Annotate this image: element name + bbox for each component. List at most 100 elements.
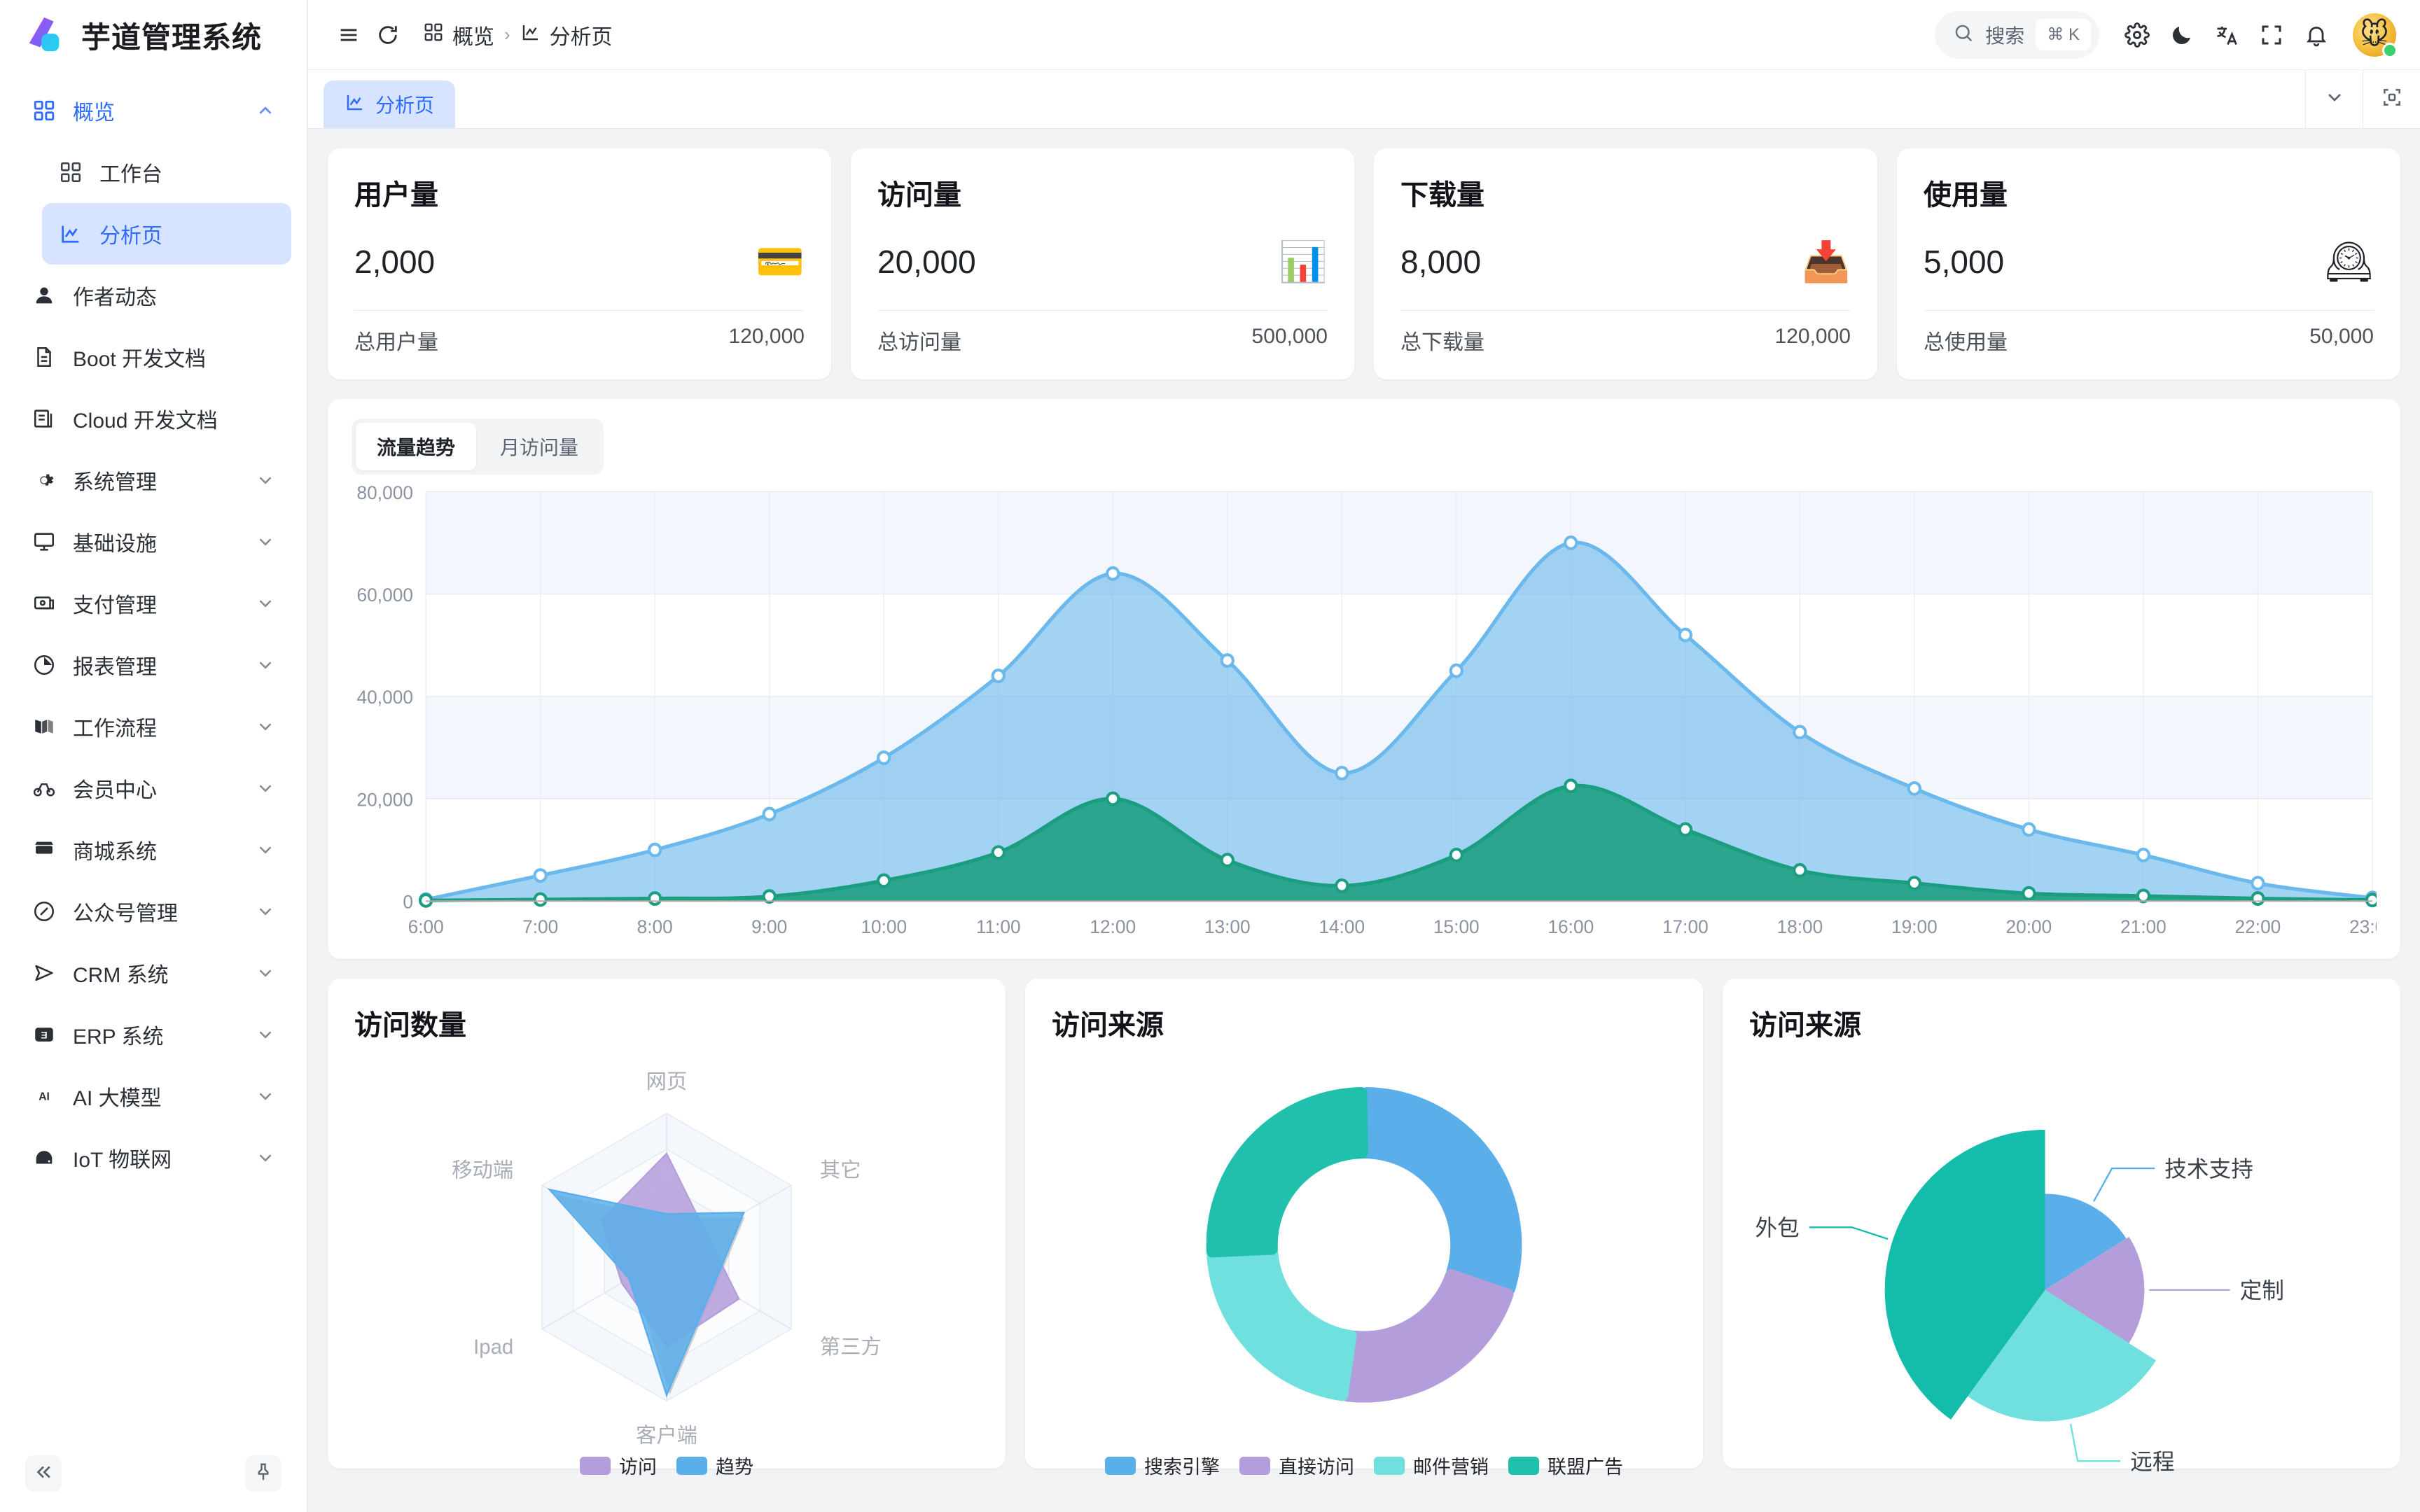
panel-title: 访问数量 [354,1010,466,1041]
stat-value: 2,000 [354,243,436,280]
tabbar-maximize-button[interactable] [2363,69,2420,128]
svg-text:23:00: 23:00 [2349,916,2377,937]
donut-legend: 搜索引擎 直接访问 邮件营销 联盟广告 [1052,1448,1676,1479]
search-input[interactable]: 搜索 ⌘ K [1935,10,2099,59]
sidebar-item-workbench[interactable]: 工作台 [42,141,291,203]
brand-title: 芋道管理系统 [81,20,263,54]
sidebar-collapse-button[interactable] [25,1455,62,1492]
sidebar-item-analysis[interactable]: 分析页 [42,203,291,265]
svg-text:40,000: 40,000 [357,687,413,708]
svg-text:18:00: 18:00 [1776,916,1823,937]
svg-text:15:00: 15:00 [1433,916,1480,937]
sidebar-item-mp-mgmt[interactable]: 公众号管理 [15,881,291,942]
sidebar-pin-button[interactable] [245,1455,281,1492]
brand-logo-icon [24,13,67,57]
svg-text:12:00: 12:00 [1090,916,1136,937]
sidebar-item-payment-mgmt[interactable]: 支付管理 [15,573,291,634]
translate-icon[interactable] [2207,15,2246,55]
svg-text:网页: 网页 [646,1070,688,1093]
area-chart-svg: 0 20,000 40,000 60,000 80,000 6:00 7:00 8:00 9:0… [357,482,2395,937]
search-placeholder: 搜索 [1985,24,2025,47]
tab-bar: 分析页 [308,69,2420,129]
sidebar-item-author-feed[interactable]: 作者动态 [15,265,291,326]
legend-swatch [1239,1456,1270,1475]
user-icon [31,282,57,309]
sidebar-item-erp-system[interactable]: Ǝ ERP 系统 [15,1004,291,1065]
sidebar: 芋道管理系统 概览 工作台 [0,0,308,1512]
breadcrumb-label: 概览 [452,25,494,49]
chevron-down-icon [255,654,276,676]
stat-card-downloads: 下载量 8,000 📥 总下载量 120,000 [1374,148,1877,379]
main-area: 概览 › 分析页 搜索 ⌘ K [308,0,2420,1512]
tab-analysis[interactable]: 分析页 [324,80,456,128]
chevron-down-icon [255,962,276,983]
chevron-down-icon [255,716,276,737]
stat-footer: 总使用量 50,000 [1924,325,2374,356]
svg-text:19:00: 19:00 [1891,916,1938,937]
sidebar-item-workflow[interactable]: 工作流程 [15,696,291,757]
legend-label: 搜索引擎 [1144,1457,1220,1478]
gear-icon[interactable] [2118,15,2157,55]
sidebar-item-boot-docs[interactable]: Boot 开发文档 [15,326,291,388]
compass-icon [31,898,57,925]
sidebar-item-label: 基础设施 [73,533,157,556]
breadcrumb-item-analysis[interactable]: 分析页 [520,20,613,50]
sidebar-item-cloud-docs[interactable]: Cloud 开发文档 [15,388,291,449]
donut-chart [1052,1050,1676,1448]
refresh-icon[interactable] [368,15,408,55]
download-icon: 📥 [1802,239,1851,284]
sidebar-item-iot[interactable]: IoT 物联网 [15,1127,291,1189]
bell-icon[interactable] [2297,15,2336,55]
sidebar-item-ai-model[interactable]: AI AI 大模型 [15,1065,291,1127]
legend-item[interactable]: 搜索引擎 [1105,1452,1220,1479]
stat-main: 8,000 📥 [1400,213,1851,310]
sidebar-item-mall-system[interactable]: 商城系统 [15,819,291,881]
legend-swatch [676,1456,707,1475]
legend-item[interactable]: 直接访问 [1239,1452,1354,1479]
sidebar-item-label: 工作流程 [73,718,157,741]
divider [877,310,1328,311]
area-chart: 0 20,000 40,000 60,000 80,000 6:00 7:00 8:00 9:0… [352,482,2395,946]
trend-tab-monthly[interactable]: 月访问量 [500,437,579,458]
svg-text:20,000: 20,000 [357,789,413,810]
moon-icon[interactable] [2162,15,2202,55]
fullscreen-icon[interactable] [2252,15,2291,55]
sidebar-item-label: 系统管理 [73,471,157,494]
stat-foot-label: 总下载量 [1400,331,1484,354]
stat-foot-label: 总使用量 [1924,331,2008,354]
svg-text:11:00: 11:00 [976,916,1021,937]
legend-swatch [580,1456,611,1475]
hamburger-icon[interactable] [329,15,368,55]
legend-item[interactable]: 联盟广告 [1508,1452,1623,1479]
sidebar-item-overview[interactable]: 概览 [15,80,291,141]
trend-tab-flow[interactable]: 流量趋势 [356,423,477,470]
svg-text:22:00: 22:00 [2235,916,2281,937]
ai-icon: AI [31,1083,57,1110]
sidebar-item-crm-system[interactable]: CRM 系统 [15,942,291,1004]
chevron-down-icon [255,531,276,552]
sidebar-item-label: 会员中心 [73,779,157,802]
breadcrumb-item-overview[interactable]: 概览 [423,20,494,50]
sidebar-item-report-mgmt[interactable]: 报表管理 [15,634,291,696]
sidebar-item-infrastructure[interactable]: 基础设施 [15,511,291,573]
legend-item[interactable]: 趋势 [676,1452,753,1479]
sidebar-item-label: 作者动态 [73,286,157,309]
rose-card: 访问来源 技术支持 定制 远程 外包 [1723,979,2400,1474]
chevron-down-icon [255,1024,276,1045]
chevron-down-icon [255,593,276,614]
svg-text:其它: 其它 [820,1158,861,1182]
tabbar-dropdown-button[interactable] [2305,69,2363,128]
stat-card-usage: 使用量 5,000 🕰 总使用量 50,000 [1897,148,2400,379]
stat-title: 用户量 [354,180,438,211]
sidebar-item-member-center[interactable]: 会员中心 [15,757,291,819]
sidebar-item-system-mgmt[interactable]: 系统管理 [15,449,291,511]
legend-item[interactable]: 访问 [580,1452,657,1479]
stat-value: 8,000 [1400,243,1482,280]
stat-foot-value: 120,000 [728,325,805,348]
brand-logo-row[interactable]: 芋道管理系统 [0,0,307,70]
sidebar-item-label: 分析页 [99,225,162,248]
avatar[interactable]: 🐭 [2353,13,2398,58]
chevron-down-icon [255,470,276,491]
legend-item[interactable]: 邮件营销 [1374,1452,1489,1479]
